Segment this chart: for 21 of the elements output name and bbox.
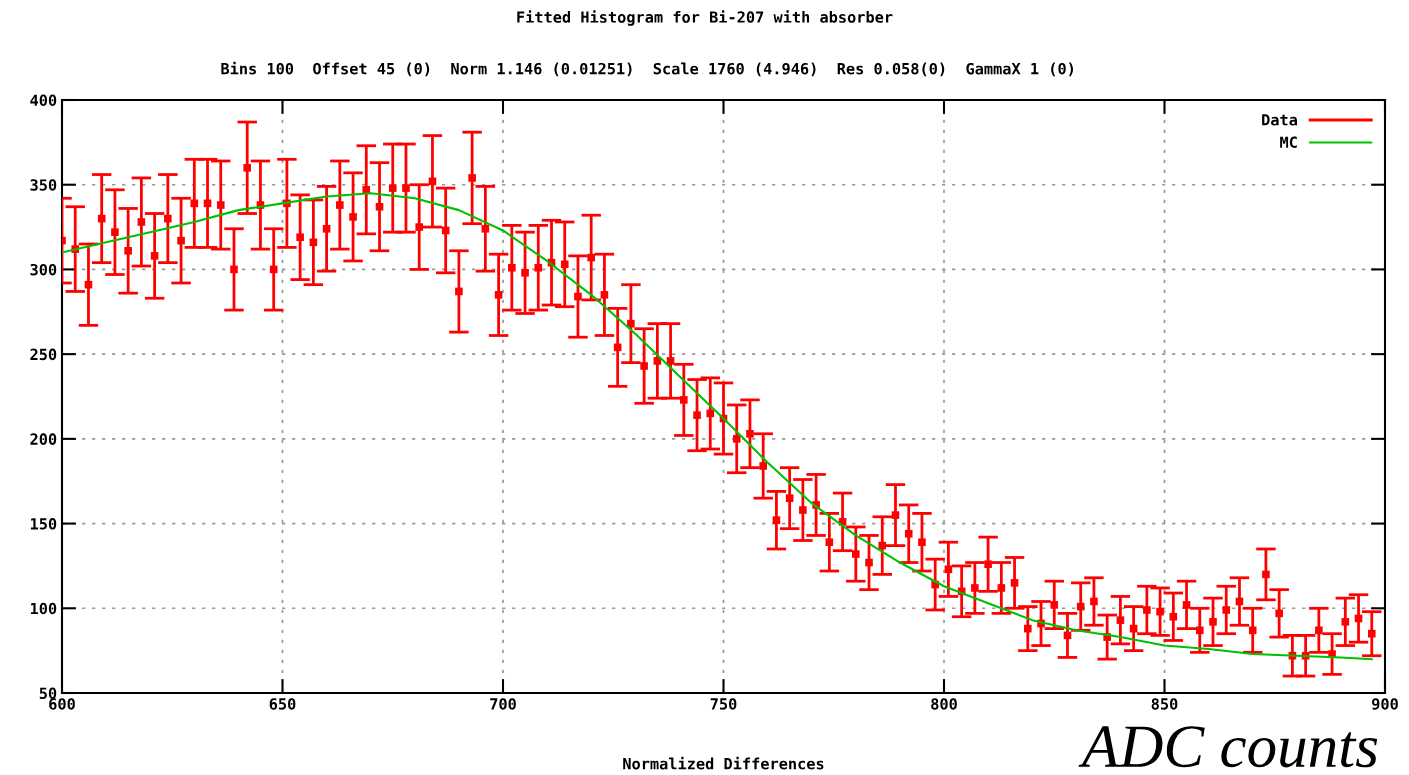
- y-tick-label: 250: [30, 348, 57, 361]
- x-tick-label: 700: [490, 698, 516, 710]
- x-tick-label: 850: [1151, 698, 1178, 710]
- legend-label: Data: [1262, 114, 1297, 126]
- y-tick-label: 400: [30, 94, 57, 107]
- chart-title: Fitted Histogram for Bi-207 with absorber: [517, 10, 893, 26]
- y-tick-label: 50: [39, 687, 57, 700]
- y-tick-label: 350: [30, 179, 57, 191]
- y-tick-label: 300: [30, 263, 57, 276]
- y-tick-label: 100: [30, 602, 57, 615]
- x-axis-title: Normalized Differences: [623, 756, 824, 770]
- x-tick-label: 600: [49, 698, 75, 710]
- x-tick-label: 800: [931, 698, 957, 710]
- x-tick-label: 900: [1372, 698, 1398, 710]
- y-tick-label: 200: [30, 433, 57, 445]
- x-tick-label: 650: [269, 698, 296, 710]
- y-tick-label: 150: [30, 518, 57, 530]
- text: ADC counts: [1078, 726, 1378, 768]
- legend-label: MC: [1280, 136, 1297, 148]
- x-tick-label: 750: [710, 698, 737, 710]
- chart-subtitle: Bins 100 Offset 45 (0) Norm 1.146 (0.01251) Scale 1760 (4.946) Res 0.058(0) GammaX 1 (0): [221, 61, 1073, 77]
